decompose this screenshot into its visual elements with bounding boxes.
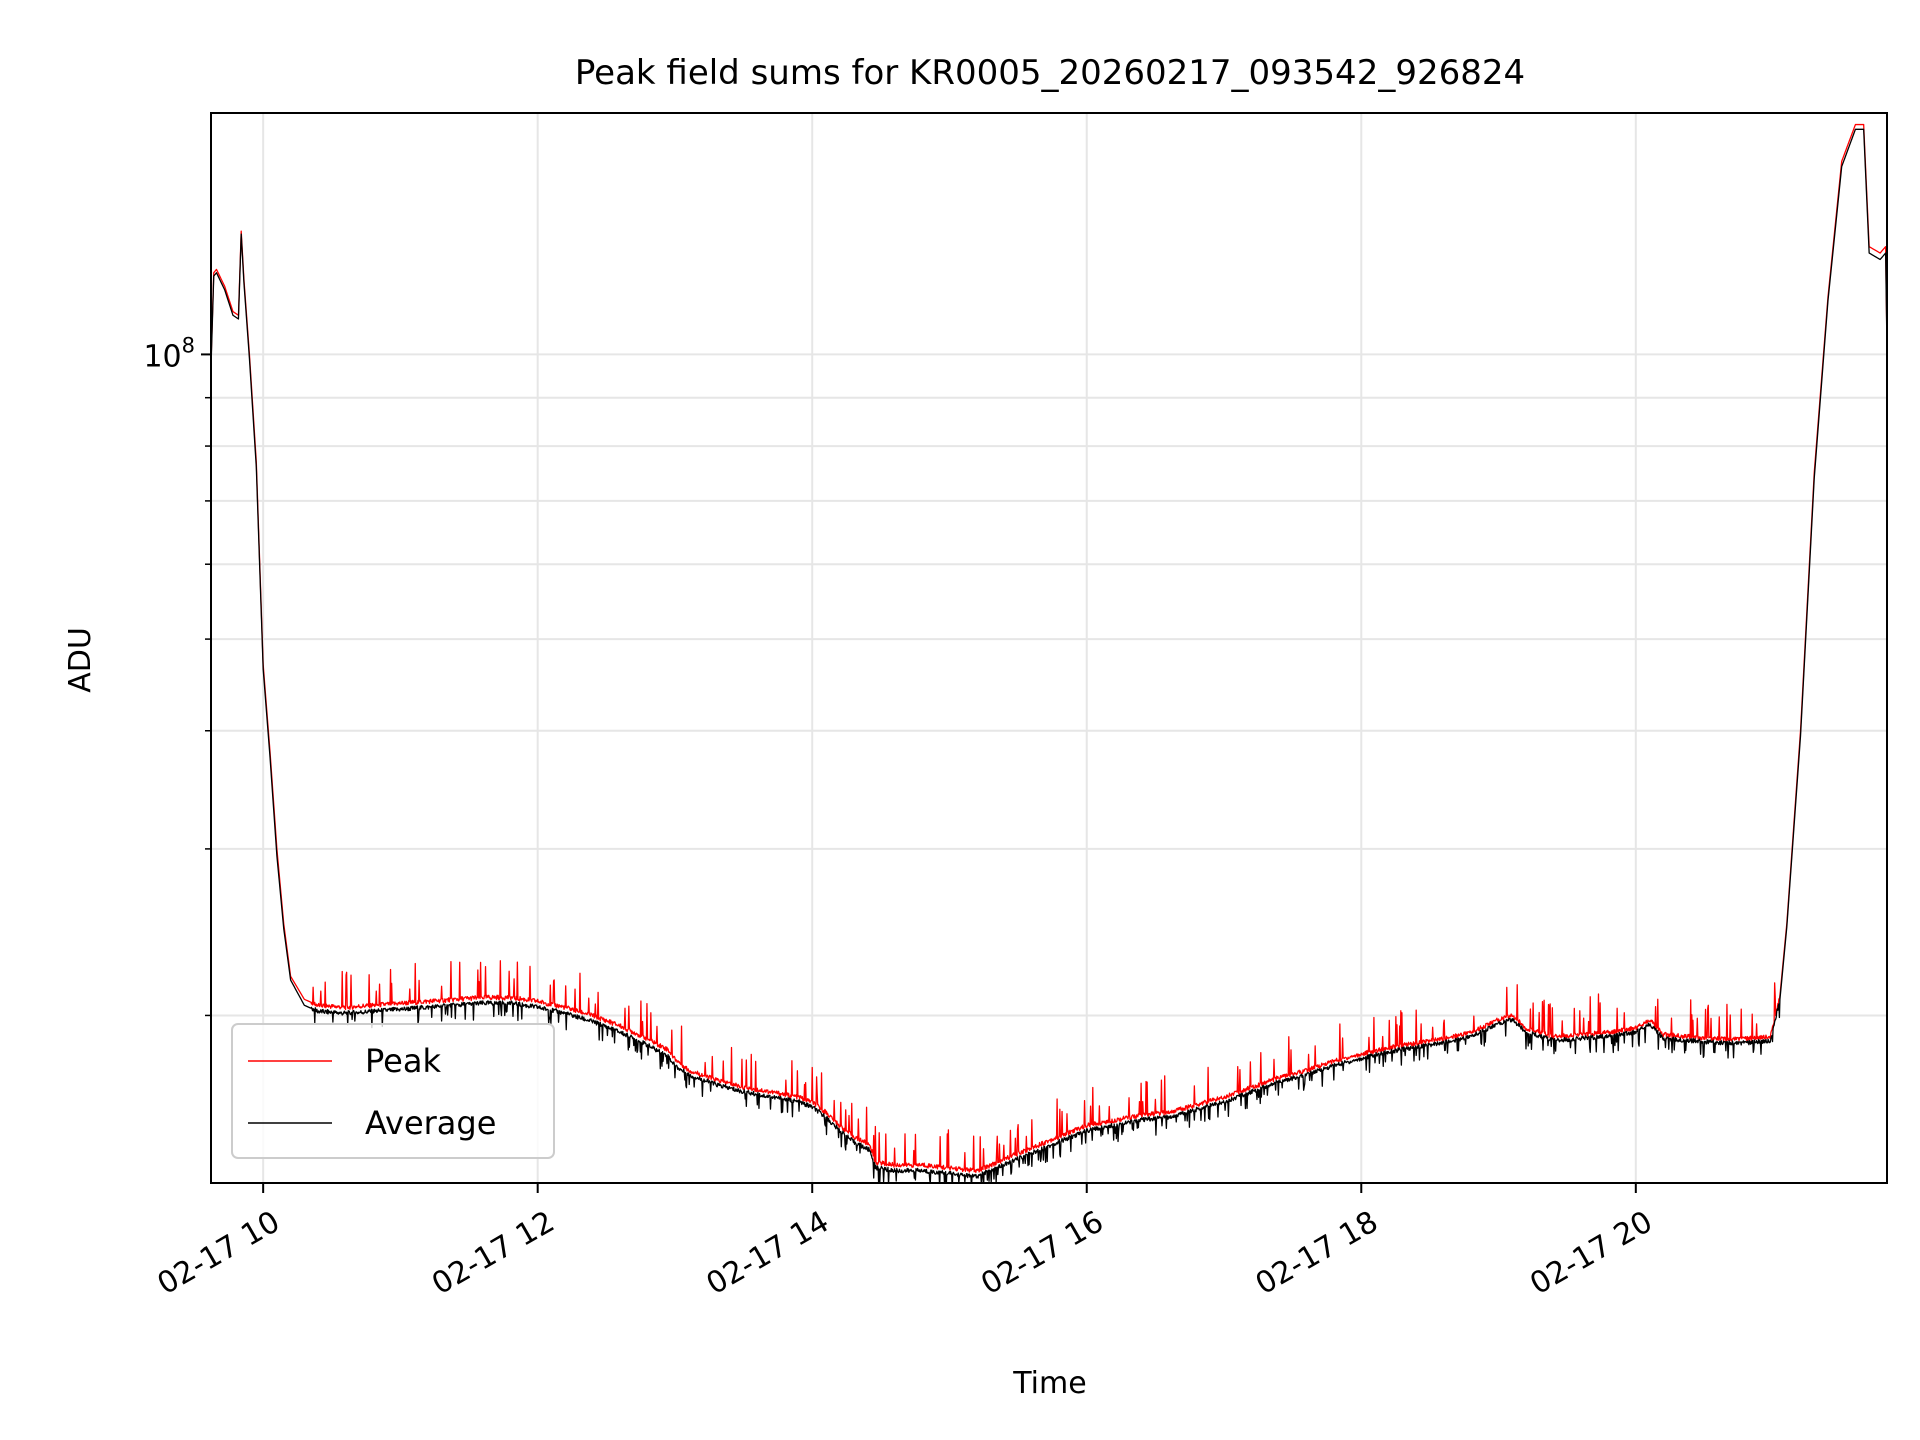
legend-average-label: Average	[365, 1104, 496, 1142]
gridlines	[211, 113, 1887, 1183]
x-tick-label: 02-17 20	[1524, 1204, 1658, 1302]
legend: Peak Average	[231, 1023, 555, 1159]
legend-box	[231, 1023, 555, 1159]
legend-peak-label: Peak	[365, 1042, 441, 1080]
plot-frame	[210, 112, 1888, 1184]
y-axis-label: ADU	[63, 627, 98, 693]
chart-title: Peak field sums for KR0005_20260217_0935…	[575, 53, 1525, 93]
series-peak-line	[211, 123, 1887, 1173]
y-axis-ticks: 108	[143, 333, 211, 1017]
plot-series	[211, 123, 1887, 1183]
x-axis-ticks: 02-17 10 02-17 12 02-17 14 02-17 16 02-17 18…	[152, 1183, 1659, 1302]
x-tick-label: 02-17 14	[701, 1204, 835, 1302]
x-axis-label: Time	[1012, 1366, 1086, 1401]
y-tick-label: 108	[143, 333, 195, 374]
x-tick-label: 02-17 16	[975, 1204, 1109, 1302]
x-tick-label: 02-17 18	[1250, 1204, 1384, 1302]
series-average-line	[211, 128, 1887, 1183]
x-tick-label: 02-17 12	[426, 1204, 560, 1302]
x-tick-label: 02-17 10	[152, 1204, 286, 1302]
